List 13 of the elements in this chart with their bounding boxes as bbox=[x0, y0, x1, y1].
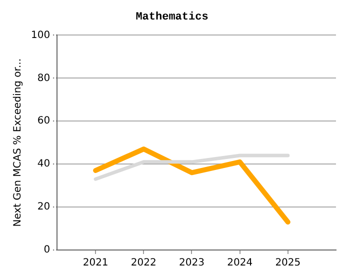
y-tick-label: 0 bbox=[44, 244, 50, 256]
y-tick-label: 80 bbox=[37, 72, 50, 84]
chart-title: Mathematics bbox=[136, 11, 208, 24]
x-tick-label: 2021 bbox=[82, 258, 108, 269]
y-tick-label: 40 bbox=[37, 158, 50, 170]
x-tick-label: 2022 bbox=[130, 258, 156, 269]
y-axis-title: Next Gen MCAS % Exceeding or... bbox=[12, 58, 24, 227]
y-tick-label: 60 bbox=[37, 116, 50, 127]
y-tick-label: 20 bbox=[37, 202, 50, 213]
x-tick-label: 2023 bbox=[179, 258, 204, 269]
y-tick-label: 100 bbox=[30, 30, 50, 41]
x-tick-label: 2024 bbox=[227, 258, 253, 269]
x-tick-label: 2025 bbox=[275, 258, 301, 269]
